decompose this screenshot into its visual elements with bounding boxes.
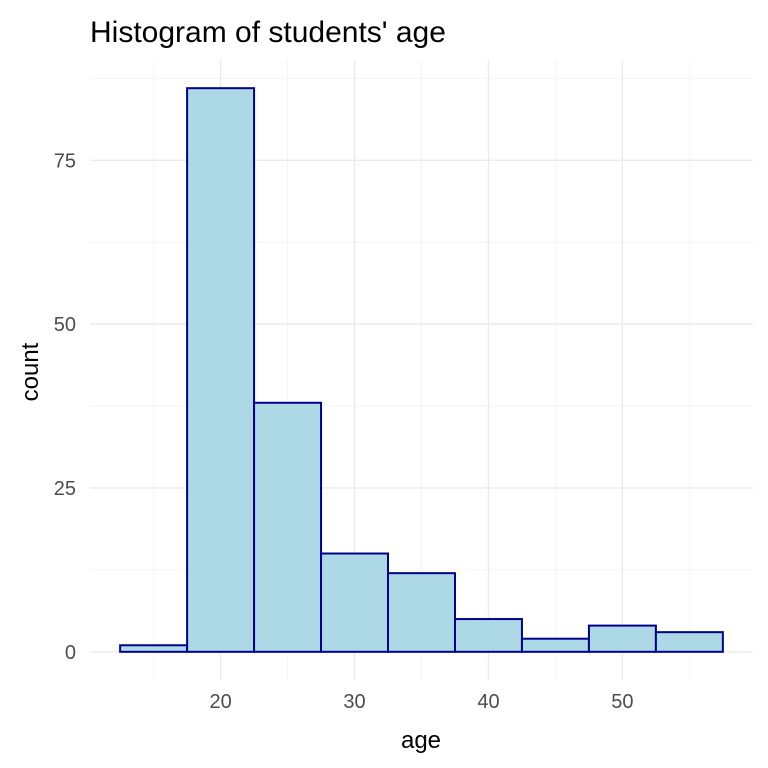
histogram-bar — [320, 552, 390, 653]
y-tick-label: 75 — [54, 150, 76, 172]
y-axis-title: count — [17, 342, 44, 401]
histogram-bar — [387, 572, 456, 653]
x-tick-label: 20 — [209, 691, 231, 713]
x-tick-label: 50 — [611, 691, 633, 713]
histogram-bar — [587, 624, 657, 653]
x-tick-label: 30 — [343, 691, 365, 713]
x-tick-label: 40 — [477, 691, 499, 713]
histogram-bar — [453, 618, 523, 653]
histogram-bar — [186, 87, 256, 653]
histogram-bar — [520, 637, 590, 653]
y-tick-label: 50 — [54, 314, 76, 336]
histogram-bar — [253, 401, 323, 653]
tick-labels: 0 25 50 75 20 30 40 50 — [54, 150, 634, 713]
chart-title: Histogram of students' age — [90, 16, 446, 49]
histogram-bar — [654, 631, 724, 653]
y-tick-label: 25 — [54, 478, 76, 500]
y-tick-label: 0 — [65, 642, 76, 664]
bar-layer — [119, 87, 724, 653]
x-axis-title: age — [401, 727, 441, 754]
histogram-bar — [119, 644, 189, 653]
